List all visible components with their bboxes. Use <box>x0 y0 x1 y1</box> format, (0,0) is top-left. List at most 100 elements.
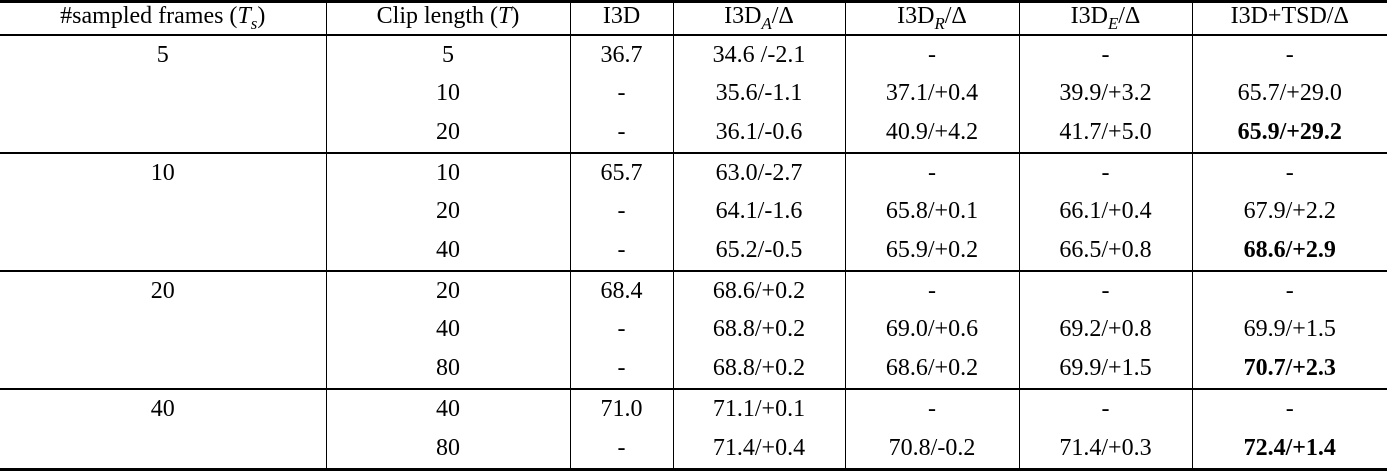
header-text: /Δ <box>944 3 967 29</box>
header-text: ) <box>257 3 266 29</box>
cell-i3d-tsd: - <box>1191 387 1387 429</box>
col-header-i3d-r: I3DR/Δ <box>844 1 1019 36</box>
cell-i3d-a: 68.8/+0.2 <box>672 310 845 350</box>
header-text: I3D+TSD/Δ <box>1230 3 1349 29</box>
cell-sampled-frames <box>0 349 326 389</box>
cell-clip-length: 20 <box>325 192 570 232</box>
cell-i3d-a: 34.6 /-2.1 <box>672 34 845 75</box>
cell-sampled-frames <box>0 75 326 113</box>
cell-i3d-a: 63.0/-2.7 <box>672 151 845 193</box>
cell-i3d-r: - <box>844 269 1019 311</box>
header-math-var: T <box>237 3 251 29</box>
table-row: 40-68.8/+0.2 69.0/+0.6 69.2/+0.8 69.9/+1.5 <box>0 310 1387 350</box>
cell-sampled-frames: 40 <box>0 387 326 429</box>
header-text: I3D <box>724 3 762 29</box>
cell-i3d: - <box>569 349 673 389</box>
header-subscript: s <box>250 13 258 33</box>
cell-sampled-frames <box>0 311 326 349</box>
cell-clip-length: 80 <box>325 428 570 470</box>
table-row: 10 10 65.7 63.0/-2.7- - - <box>0 151 1387 193</box>
cell-i3d-a: 68.6/+0.2 <box>672 269 845 311</box>
cell-i3d-e: 39.9/+3.2 <box>1018 74 1192 114</box>
cell-clip-length: 40 <box>325 310 570 350</box>
header-text: I3D <box>1070 3 1108 29</box>
table-body: 5 5 36.7 34.6 /-2.1- - -10-35.6/-1.1 37.1/+0.4… <box>0 34 1387 470</box>
cell-i3d-tsd: 67.9/+2.2 <box>1191 192 1387 232</box>
cell-i3d: 71.0 <box>569 387 673 429</box>
cell-i3d-r: - <box>844 387 1019 429</box>
table-row: 80-71.4/+0.4 70.8/-0.2 71.4/+0.3 72.4/+1.4 <box>0 428 1387 470</box>
cell-clip-length: 10 <box>325 151 570 193</box>
col-header-i3d: I3D <box>569 1 673 36</box>
cell-i3d-e: 71.4/+0.3 <box>1018 428 1192 470</box>
cell-clip-length: 20 <box>325 113 570 153</box>
cell-i3d: - <box>569 74 673 114</box>
cell-i3d: - <box>569 428 673 470</box>
col-header-sampled-frames: #sampled frames (Ts) <box>0 1 326 36</box>
header-subscript: R <box>934 13 945 33</box>
cell-i3d-r: 40.9/+4.2 <box>844 113 1019 153</box>
cell-i3d: 68.4 <box>569 269 673 311</box>
cell-i3d-tsd: 65.7/+29.0 <box>1191 74 1387 114</box>
cell-i3d-tsd: 72.4/+1.4 <box>1191 428 1387 470</box>
header-subscript: A <box>761 13 772 33</box>
cell-i3d-e: 69.2/+0.8 <box>1018 310 1192 350</box>
table-row: 10-35.6/-1.1 37.1/+0.4 39.9/+3.2 65.7/+29.0 <box>0 74 1387 114</box>
cell-i3d: - <box>569 192 673 232</box>
table-row: 20 20 68.4 68.6/+0.2- - - <box>0 269 1387 311</box>
cell-sampled-frames: 20 <box>0 269 326 311</box>
table-row: 40 40 71.0 71.1/+0.1- - - <box>0 387 1387 429</box>
col-header-i3d-a: I3DA/Δ <box>672 1 845 36</box>
cell-i3d-r: 65.8/+0.1 <box>844 192 1019 232</box>
header-text: I3D <box>602 3 641 29</box>
table-row: 20-64.1/-1.6 65.8/+0.1 66.1/+0.4 67.9/+2.2 <box>0 192 1387 232</box>
cell-i3d-e: 69.9/+1.5 <box>1018 349 1192 389</box>
cell-i3d-r: 68.6/+0.2 <box>844 349 1019 389</box>
cell-i3d-e: - <box>1018 387 1192 429</box>
cell-i3d: 65.7 <box>569 151 673 193</box>
cell-sampled-frames: 10 <box>0 151 326 193</box>
cell-i3d-a: 71.4/+0.4 <box>672 428 845 470</box>
cell-i3d-tsd: - <box>1191 269 1387 311</box>
table-row: 80-68.8/+0.2 68.6/+0.2 69.9/+1.5 70.7/+2.3 <box>0 349 1387 389</box>
header-math-var: T <box>497 3 512 29</box>
cell-i3d-a: 65.2/-0.5 <box>672 231 845 271</box>
cell-i3d-a: 64.1/-1.6 <box>672 192 845 232</box>
table-row: 20-36.1/-0.6 40.9/+4.2 41.7/+5.0 65.9/+29.2 <box>0 113 1387 153</box>
cell-i3d-e: 66.5/+0.8 <box>1018 231 1192 271</box>
cell-i3d-tsd: - <box>1191 34 1387 75</box>
cell-i3d-a: 68.8/+0.2 <box>672 349 845 389</box>
cell-i3d-r: 69.0/+0.6 <box>844 310 1019 350</box>
cell-clip-length: 10 <box>325 74 570 114</box>
cell-i3d-tsd: - <box>1191 151 1387 193</box>
cell-clip-length: 80 <box>325 349 570 389</box>
cell-i3d-e: - <box>1018 151 1192 193</box>
col-header-i3d-tsd: I3D+TSD/Δ <box>1191 1 1387 36</box>
cell-i3d-tsd: 68.6/+2.9 <box>1191 231 1387 271</box>
header-text: /Δ <box>1118 3 1141 29</box>
cell-clip-length: 40 <box>325 231 570 271</box>
cell-i3d-tsd: 69.9/+1.5 <box>1191 310 1387 350</box>
cell-i3d: - <box>569 231 673 271</box>
cell-i3d: 36.7 <box>569 34 673 75</box>
cell-i3d-r: 70.8/-0.2 <box>844 428 1019 470</box>
cell-clip-length: 40 <box>325 387 570 429</box>
cell-i3d-tsd: 65.9/+29.2 <box>1191 113 1387 153</box>
cell-i3d-a: 35.6/-1.1 <box>672 74 845 114</box>
header-text: ) <box>511 3 520 29</box>
cell-clip-length: 5 <box>325 34 570 75</box>
col-header-i3d-e: I3DE/Δ <box>1018 1 1192 36</box>
cell-i3d-r: - <box>844 151 1019 193</box>
cell-sampled-frames: 5 <box>156 41 169 68</box>
header-subscript: E <box>1107 13 1119 33</box>
cell-i3d-e: - <box>1018 34 1192 75</box>
cell-sampled-frames <box>0 193 326 231</box>
cell-clip-length: 20 <box>325 269 570 311</box>
header-text: #sampled frames ( <box>60 3 238 29</box>
cell-i3d-a: 71.1/+0.1 <box>672 387 845 429</box>
cell-sampled-frames <box>0 231 326 271</box>
cell-i3d-a: 36.1/-0.6 <box>672 113 845 153</box>
cell-i3d-r: 37.1/+0.4 <box>844 74 1019 114</box>
cell-i3d-tsd: 70.7/+2.3 <box>1191 349 1387 389</box>
